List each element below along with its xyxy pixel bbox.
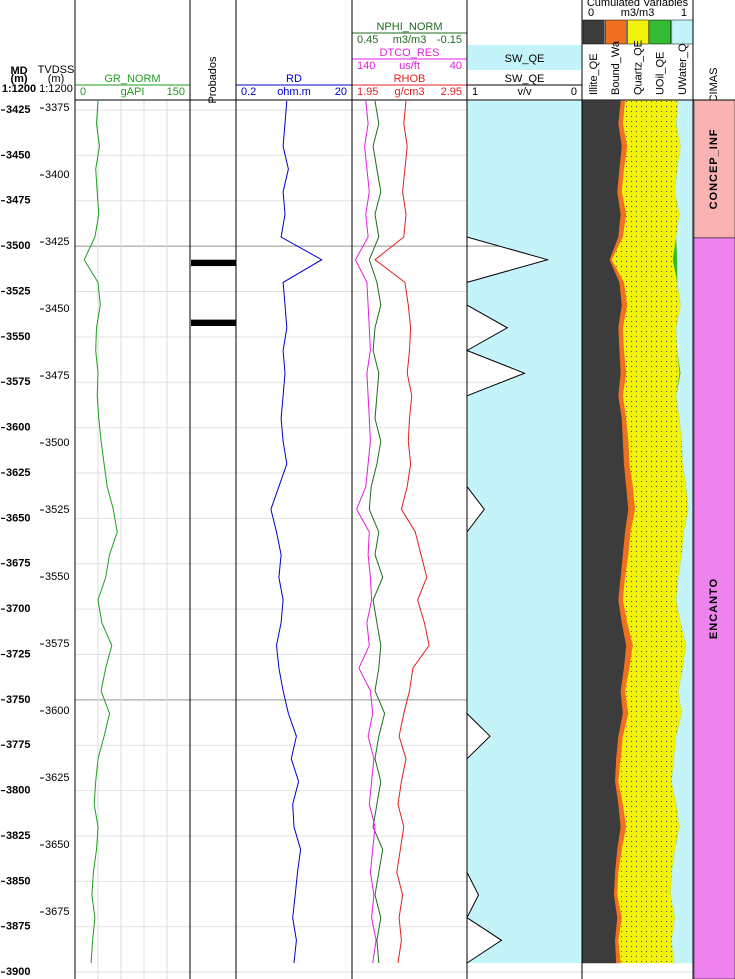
curve-unit: m3/m3: [393, 34, 427, 46]
perforation: [191, 319, 236, 326]
curve-max: -0.15: [437, 34, 462, 46]
tvd-tick-label: 3375: [45, 102, 69, 114]
legend-label: UWater_Q: [677, 43, 689, 95]
curve-name: DTCO_RES: [380, 47, 440, 59]
md-tick-label: 3725: [6, 648, 30, 660]
curve-max: 20: [335, 86, 347, 98]
md-tick-label: 3650: [6, 512, 30, 524]
curve-max: 0: [571, 86, 577, 98]
curve-min: 1.95: [357, 86, 378, 98]
md-unit: (m): [10, 73, 27, 85]
curve-max: 150: [167, 86, 185, 98]
tvd-tick-label: 3500: [45, 437, 69, 449]
track-title: CIMAS: [708, 68, 720, 103]
curve-name: RD: [286, 73, 302, 85]
curve-unit: v/v: [517, 86, 532, 98]
legend-swatch: [627, 19, 649, 45]
tvd-unit: (m): [48, 73, 65, 85]
tvd-tick-label: 3450: [45, 303, 69, 315]
curve-min: 140: [357, 60, 375, 72]
legend-label: Illite_QE: [588, 53, 600, 95]
curve-name: GR_NORM: [104, 73, 160, 85]
md-tick-label: 3500: [6, 240, 30, 252]
track-min: 0: [588, 7, 594, 19]
curve-min: 0.45: [357, 34, 378, 46]
tvd-tick-label: 3525: [45, 504, 69, 516]
curve-unit: gAPI: [121, 86, 145, 98]
zone-label: ENCANTO: [708, 578, 720, 639]
curve: [374, 100, 430, 964]
tvd-tick-label: 3425: [45, 236, 69, 248]
curve-name: RHOB: [394, 73, 426, 85]
md-label: MD: [10, 65, 27, 77]
curve: [368, 100, 386, 964]
zone-label: CONCEP_INF: [708, 129, 720, 210]
tvd-tick-label: 3625: [45, 772, 69, 784]
tvd-scale: 1:1200: [39, 83, 73, 95]
curve-unit: ohm.m: [277, 86, 311, 98]
curve: [354, 100, 377, 964]
legend-swatch: [604, 19, 627, 45]
curve-name: SW_QE: [505, 73, 545, 85]
curve-name: NPHI_NORM: [376, 21, 442, 33]
tvd-tick-label: 3575: [45, 638, 69, 650]
curve: [270, 100, 323, 964]
curve-min: 1: [472, 86, 478, 98]
legend-swatch: [671, 19, 694, 45]
track-title: Probados: [207, 56, 219, 104]
md-tick-label: 3475: [6, 195, 30, 207]
curve-max: 40: [450, 60, 462, 72]
tvd-tick-label: 3400: [45, 169, 69, 181]
track-title: Cumulated Variables: [587, 0, 689, 9]
md-tick-label: 3425: [6, 104, 30, 116]
md-tick-label: 3875: [6, 921, 30, 933]
md-tick-label: 3550: [6, 331, 30, 343]
zone: [693, 237, 735, 979]
curve: [83, 100, 118, 964]
md-tick-label: 3775: [6, 739, 30, 751]
md-tick-label: 3600: [6, 422, 30, 434]
curve-min: 0: [80, 86, 86, 98]
perforation: [191, 259, 236, 267]
tvd-tick-label: 3475: [45, 370, 69, 382]
tvd-tick-label: 3550: [45, 571, 69, 583]
zone: [693, 99, 735, 239]
curve-unit: us/ft: [399, 60, 420, 72]
tvd-tick-label: 3675: [45, 906, 69, 918]
md-tick-label: 3900: [6, 966, 30, 978]
md-tick-label: 3450: [6, 149, 30, 161]
sw-header: SW_QE: [505, 53, 545, 65]
legend-label: UOil_QE: [655, 52, 667, 95]
track-max: 1: [681, 7, 687, 19]
tvd-label: TVDSS: [38, 64, 75, 76]
legend-label: Quartz_QE: [632, 40, 644, 95]
sw-header-box: [468, 45, 581, 70]
tvd-tick-label: 3650: [45, 839, 69, 851]
volume-texture: [612, 100, 689, 963]
curve-fill: [467, 100, 582, 963]
md-tick-label: 3525: [6, 285, 30, 297]
md-tick-label: 3625: [6, 467, 30, 479]
md-tick-label: 3850: [6, 875, 30, 887]
md-tick-label: 3825: [6, 830, 30, 842]
md-tick-label: 3700: [6, 603, 30, 615]
md-tick-label: 3575: [6, 376, 30, 388]
legend-label: Bound_Wa: [610, 40, 622, 95]
legend-swatch: [649, 19, 672, 45]
legend-swatch: [582, 19, 605, 45]
curve-unit: g/cm3: [395, 86, 425, 98]
md-tick-label: 3675: [6, 558, 30, 570]
md-tick-label: 3800: [6, 785, 30, 797]
curve-max: 2.95: [441, 86, 462, 98]
tvd-tick-label: 3600: [45, 705, 69, 717]
curve-min: 0.2: [241, 86, 256, 98]
md-tick-label: 3750: [6, 694, 30, 706]
track-unit: m3/m3: [621, 7, 655, 19]
md-scale: 1:1200: [2, 83, 36, 95]
